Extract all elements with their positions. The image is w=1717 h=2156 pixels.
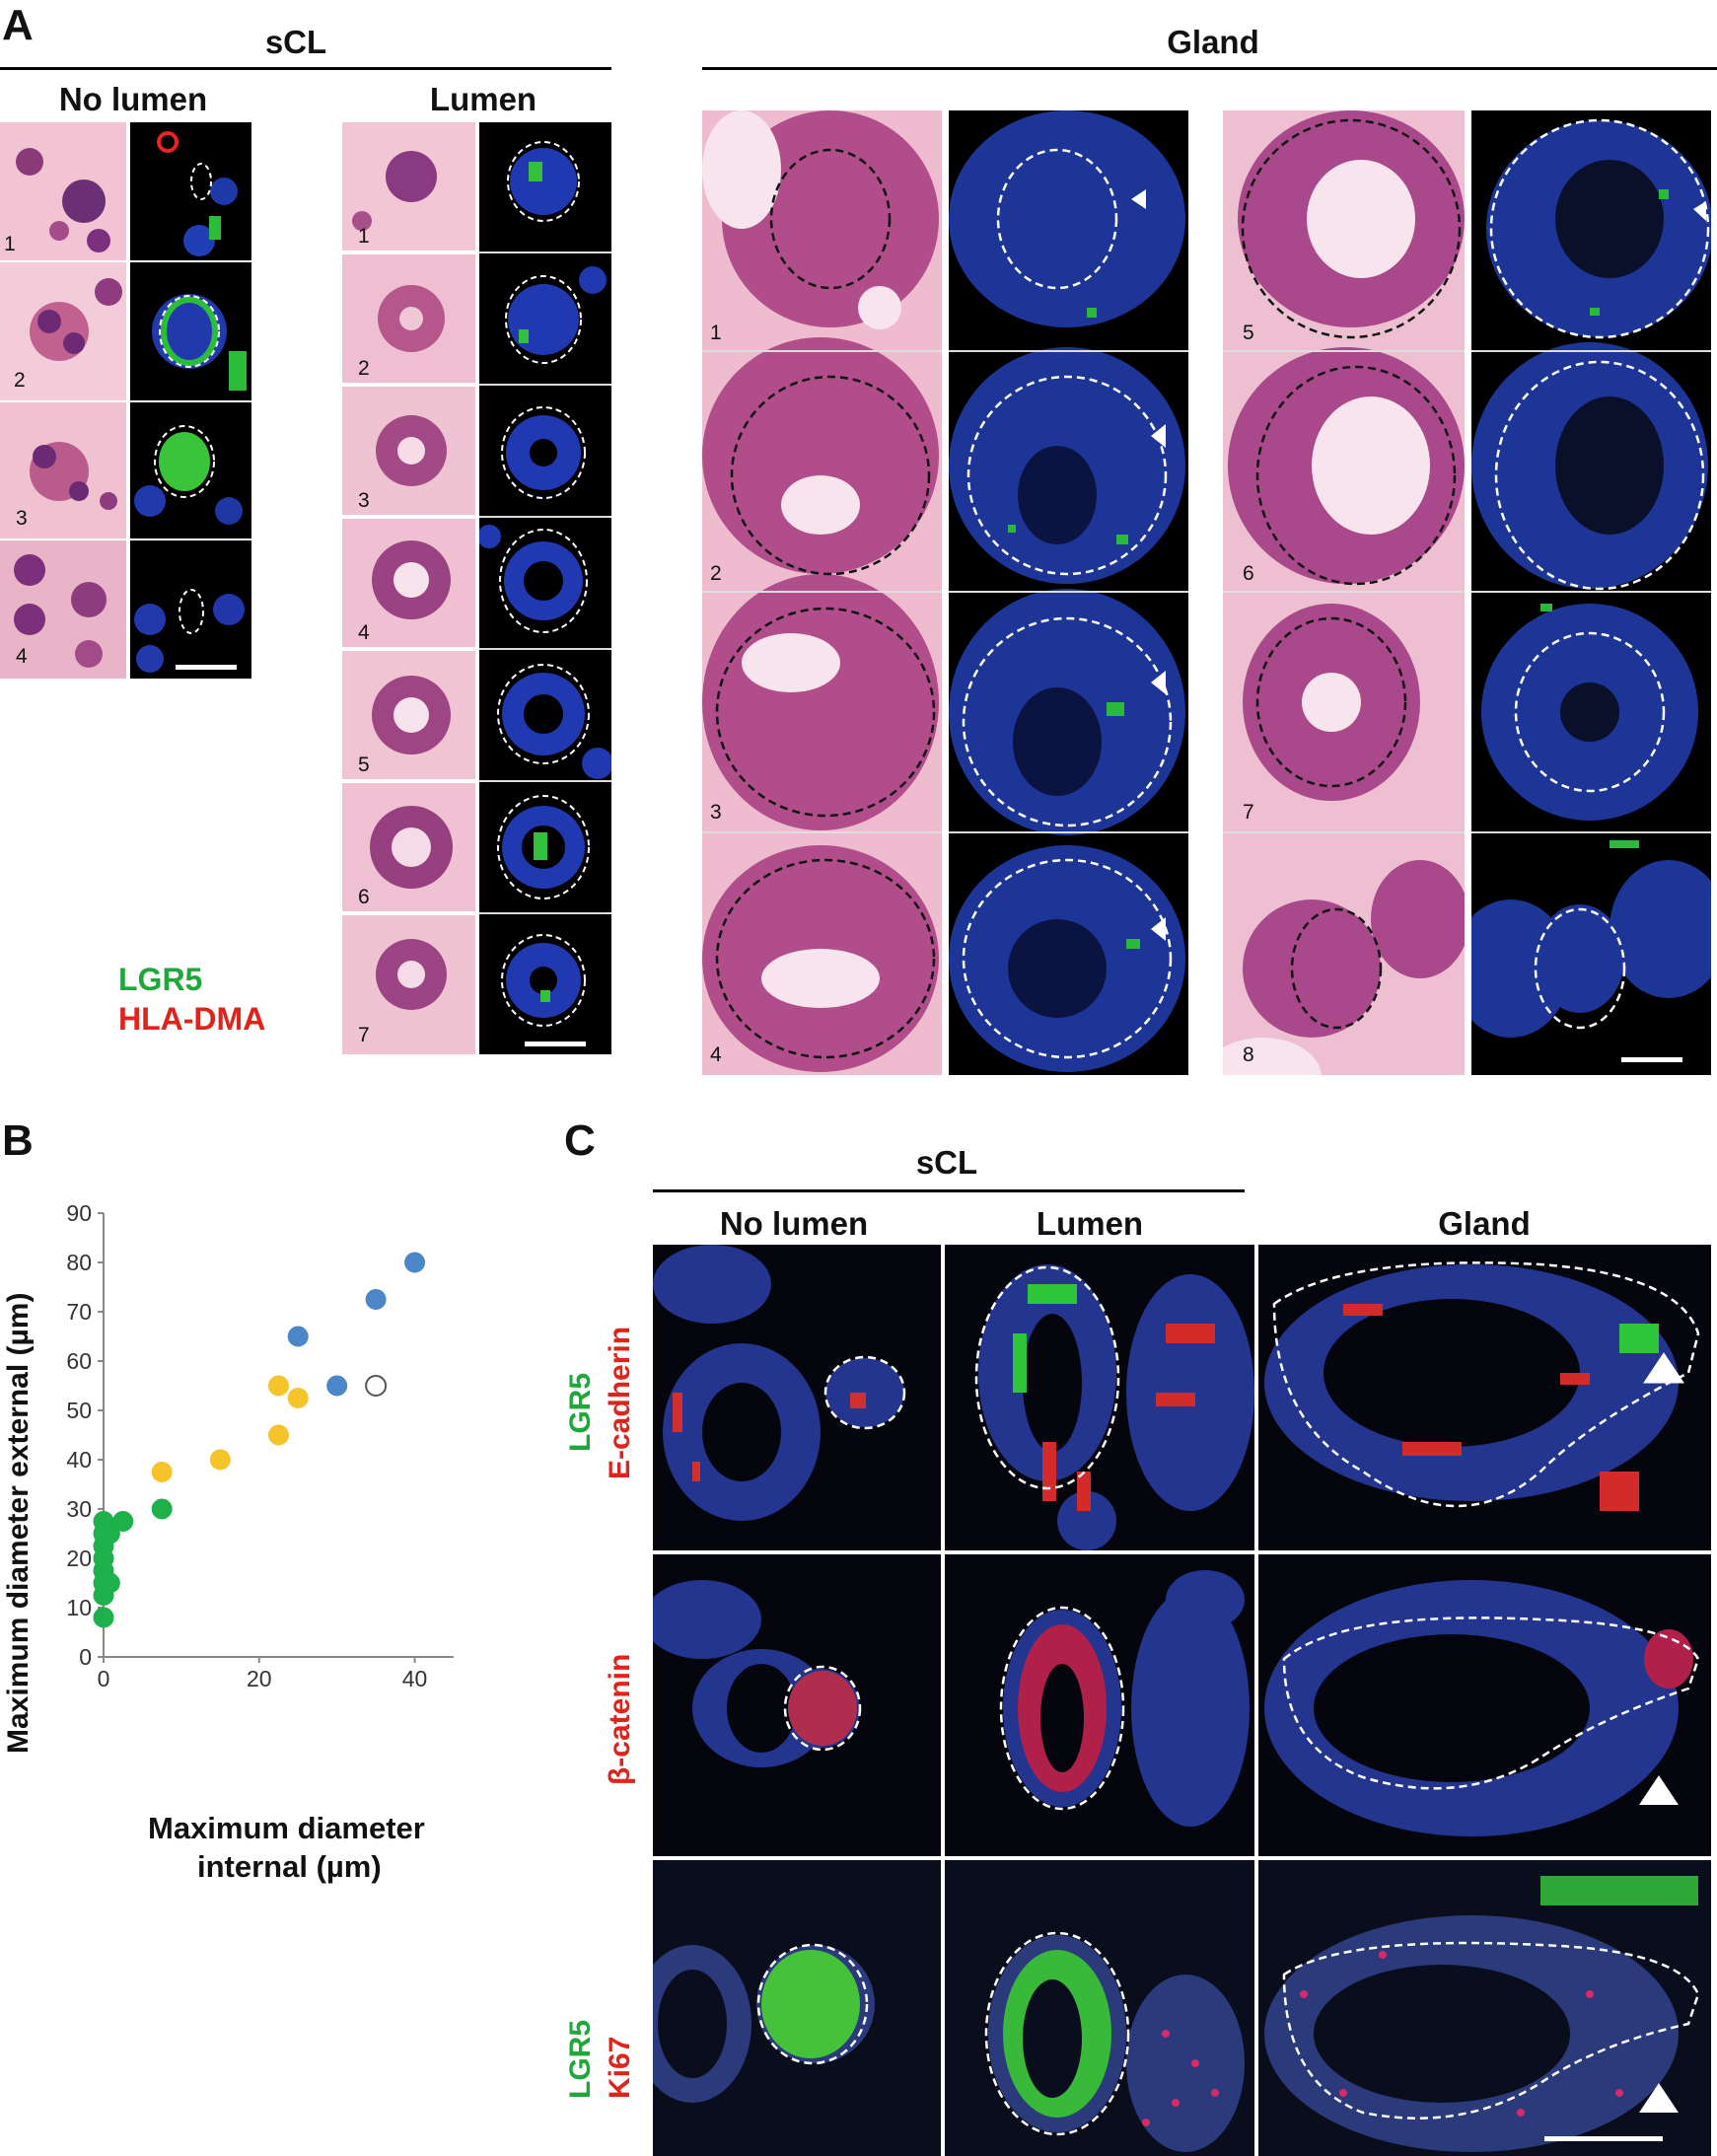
he-tile [342, 387, 475, 515]
he-tile [342, 651, 475, 779]
scatter-point-no-lumen [112, 1511, 134, 1532]
he-tile [342, 254, 475, 383]
scatter-point-lumen [209, 1449, 231, 1471]
scl-header: sCL [264, 24, 327, 60]
scatter-point-no-lumen [93, 1607, 114, 1628]
gland-if-left-column [949, 110, 1188, 1075]
c-col-lumen: Lumen [1036, 1205, 1144, 1242]
panel-c-letter: C [564, 1116, 596, 1165]
lumen-number: 1 [358, 225, 370, 248]
x-axis-label-line1: Maximum diameter [148, 1811, 425, 1845]
c-row1-red-label: E-cadherin [604, 1326, 636, 1479]
scatter-point-gland [365, 1289, 387, 1310]
scatter-point-lumen [287, 1388, 309, 1408]
scatter-point-gland [404, 1252, 426, 1273]
scatter-point-lumen [151, 1462, 173, 1482]
lumen-number: 7 [358, 1024, 370, 1046]
scatter-point-gland [287, 1326, 309, 1347]
he-tile [0, 540, 126, 679]
lumen-number: 5 [358, 754, 370, 776]
gland-number: 5 [1243, 322, 1254, 344]
scl-rule [0, 67, 611, 70]
gland-if-right-column [1471, 110, 1711, 1075]
y-tick-label: 60 [66, 1348, 92, 1374]
scatter-point-no-lumen [151, 1498, 173, 1520]
if-tile [130, 262, 251, 400]
gland-header: Gland [1167, 24, 1259, 60]
c-row2-red-label: β-catenin [604, 1653, 636, 1785]
gland-number: 2 [710, 562, 722, 585]
gland-number: 1 [710, 322, 722, 344]
he-tile [342, 915, 475, 1054]
gland-number: 8 [1243, 1043, 1254, 1066]
gland-number: 7 [1243, 801, 1254, 824]
y-tick-label: 0 [79, 1644, 92, 1670]
y-tick-label: 40 [66, 1447, 92, 1473]
lumen-if-column [479, 122, 611, 1054]
no-lumen-number: 3 [16, 507, 28, 530]
no-lumen-number: 1 [4, 233, 16, 255]
lumen-he-column: 1 2 3 4 5 6 7 [342, 122, 475, 1054]
y-tick-label: 70 [66, 1299, 92, 1325]
lumen-header: Lumen [429, 81, 537, 117]
if-tile [130, 122, 251, 260]
y-axis-label: Maximum diameter external (µm) [2, 1292, 35, 1754]
he-tile [0, 262, 126, 400]
if-tile [130, 402, 251, 539]
gland-number: 6 [1243, 562, 1254, 585]
c-image-grid [653, 1245, 1711, 2156]
c-col-gland: Gland [1438, 1205, 1531, 1242]
gland-number: 4 [710, 1043, 722, 1066]
legend-hla-dma: HLA-DMA [118, 1001, 266, 1037]
no-lumen-number: 4 [16, 645, 28, 668]
he-tile [342, 519, 475, 647]
c-scl-header: sCL [915, 1144, 978, 1181]
scatter-point-gland [365, 1375, 388, 1397]
c-col-no-lumen: No lumen [719, 1205, 869, 1242]
y-tick-label: 10 [66, 1595, 92, 1620]
y-tick-label: 50 [66, 1398, 92, 1423]
he-tile [342, 122, 475, 251]
x-axis-label-line2: internal (µm) [197, 1849, 382, 1884]
scatter-point-lumen [268, 1375, 289, 1397]
scale-bar [525, 1042, 586, 1046]
scatter-point-no-lumen [99, 1523, 120, 1545]
gland-number: 3 [710, 801, 722, 824]
panel-a-letter: A [2, 1, 34, 49]
x-tick-label: 20 [247, 1666, 272, 1687]
scale-bar [1544, 2136, 1663, 2141]
scatter-chart: 0 10 20 30 40 50 60 70 80 90 0 20 40 [66, 1200, 454, 1687]
no-lumen-number: 2 [14, 369, 26, 392]
gland-he-left-column: 1 2 3 4 [702, 110, 942, 1075]
gland-rule [702, 67, 1717, 70]
y-tick-label: 20 [66, 1545, 92, 1571]
c-row3-green-label: LGR5 [564, 2019, 597, 2099]
if-tile [130, 540, 251, 679]
c-row1-green-label: LGR5 [564, 1372, 597, 1452]
scale-bar [176, 665, 237, 670]
y-tick-label: 90 [66, 1200, 92, 1226]
lumen-number: 4 [358, 621, 370, 644]
he-tile [0, 122, 126, 260]
panel-b-letter: B [2, 1116, 34, 1165]
scatter-point-no-lumen [99, 1572, 120, 1594]
gland-he-right-column: 5 6 7 8 [1223, 110, 1465, 1075]
x-tick-label: 40 [402, 1666, 428, 1687]
y-tick-label: 80 [66, 1250, 92, 1275]
he-tile [0, 402, 126, 539]
x-tick-label: 0 [98, 1666, 110, 1687]
legend-lgr5: LGR5 [118, 962, 203, 997]
he-tile [342, 783, 475, 911]
y-tick-label: 30 [66, 1496, 92, 1522]
scatter-point-lumen [268, 1424, 289, 1446]
lumen-number: 3 [358, 489, 370, 512]
no-lumen-header: No lumen [58, 81, 208, 117]
lumen-number: 6 [358, 886, 370, 908]
c-scl-rule [653, 1189, 1245, 1192]
c-row3-red-label: Ki67 [604, 2036, 636, 2099]
scatter-point-gland [326, 1375, 348, 1397]
lumen-number: 2 [358, 357, 370, 380]
scale-bar [1621, 1057, 1682, 1062]
